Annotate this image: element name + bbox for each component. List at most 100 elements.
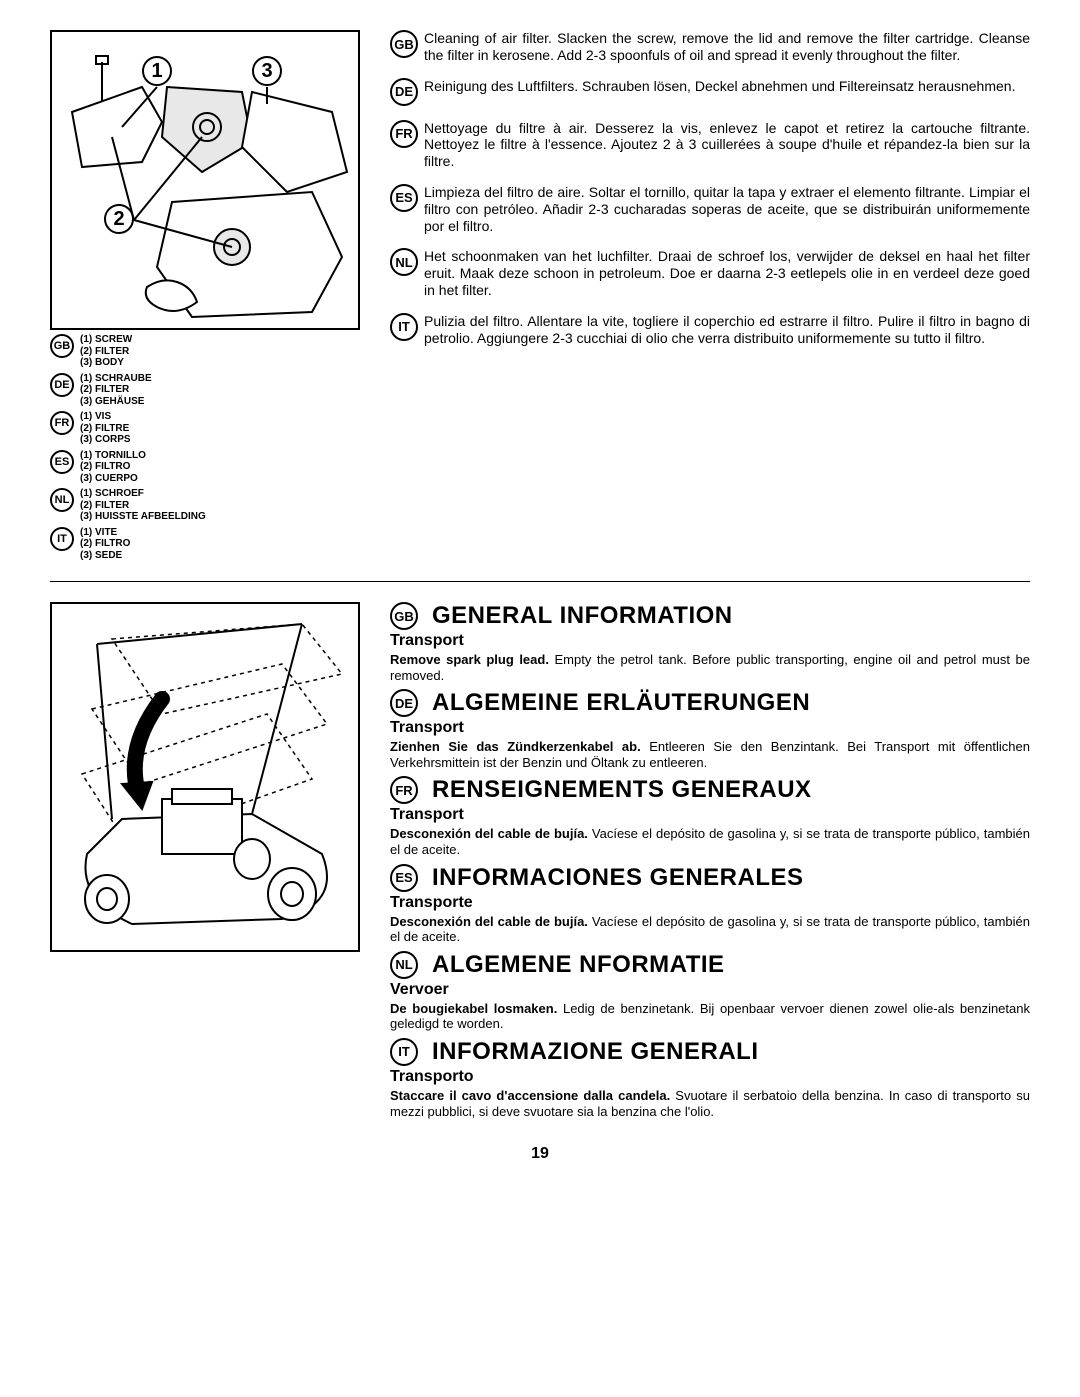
- legend-nl: NL (1) SCHROEF (2) FILTER (3) HUISSTE AF…: [50, 488, 370, 523]
- lang-badge-gb: GB: [50, 334, 74, 358]
- lang-badge-es: ES: [390, 864, 418, 892]
- lang-badge-fr: FR: [50, 411, 74, 435]
- legend-item: (1) VIS: [80, 411, 131, 423]
- legend-item: (3) CUERPO: [80, 473, 146, 485]
- para-it-text: Pulizia del filtro. Allentare la vite, t…: [424, 313, 1030, 347]
- lang-badge-gb: GB: [390, 602, 418, 630]
- left-column: 1 3 2: [50, 30, 370, 561]
- legend-item: (3) BODY: [80, 357, 132, 369]
- legend-item: (3) GEHÄUSE: [80, 396, 152, 408]
- left-column-2: [50, 602, 370, 1125]
- lang-badge-gb: GB: [390, 30, 418, 58]
- info-de-title: ALGEMEINE ERLÄUTERUNGEN: [432, 689, 810, 717]
- legend-item: (1) SCREW: [80, 334, 132, 346]
- lang-badge-de: DE: [390, 78, 418, 106]
- legend-item: (3) CORPS: [80, 434, 131, 446]
- info-it-title: INFORMAZIONE GENERALI: [432, 1038, 759, 1066]
- info-it-sub: Transporto: [390, 1068, 1030, 1086]
- para-es: ES Limpieza del filtro de aire. Soltar e…: [390, 184, 1030, 234]
- info-gb-sub: Transport: [390, 632, 1030, 650]
- legend-item: (2) FILTRO: [80, 538, 130, 550]
- info-es-body: Desconexión del cable de bujía. Vacíese …: [390, 914, 1030, 945]
- legend-gb-items: (1) SCREW (2) FILTER (3) BODY: [80, 334, 132, 369]
- para-de: DE Reinigung des Luftfilters. Schrauben …: [390, 78, 1030, 106]
- para-it: IT Pulizia del filtro. Allentare la vite…: [390, 313, 1030, 347]
- info-es-sub: Transporte: [390, 894, 1030, 912]
- section-divider: [50, 581, 1030, 582]
- lang-badge-de: DE: [50, 373, 74, 397]
- lang-badge-fr: FR: [390, 120, 418, 148]
- lang-badge-nl: NL: [50, 488, 74, 512]
- lang-badge-nl: NL: [390, 248, 418, 276]
- info-fr-bold: Desconexión del cable de bujía.: [390, 826, 588, 841]
- legend-item: (3) SEDE: [80, 550, 130, 562]
- legend-de: DE (1) SCHRAUBE (2) FILTER (3) GEHÄUSE: [50, 373, 370, 408]
- lang-badge-it: IT: [50, 527, 74, 551]
- legend-item: (1) SCHROEF: [80, 488, 206, 500]
- para-fr-text: Nettoyage du filtre à air. Desserez la v…: [424, 120, 1030, 170]
- lang-badge-nl: NL: [390, 951, 418, 979]
- legend-it: IT (1) VITE (2) FILTRO (3) SEDE: [50, 527, 370, 562]
- lang-badge-es: ES: [50, 450, 74, 474]
- legend-it-items: (1) VITE (2) FILTRO (3) SEDE: [80, 527, 130, 562]
- filter-cleaning-section: 1 3 2: [50, 30, 1030, 561]
- info-gb: GB GENERAL INFORMATION Transport Remove …: [390, 602, 1030, 683]
- info-gb-body: Remove spark plug lead. Empty the petrol…: [390, 652, 1030, 683]
- legend-nl-items: (1) SCHROEF (2) FILTER (3) HUISSTE AFBEE…: [80, 488, 206, 523]
- filter-sketch-icon: [52, 32, 362, 332]
- info-de-body: Zienhen Sie das Zündkerzenkabel ab. Entl…: [390, 739, 1030, 770]
- legend-item: (2) FILTER: [80, 384, 152, 396]
- lang-badge-it: IT: [390, 313, 418, 341]
- para-es-text: Limpieza del filtro de aire. Soltar el t…: [424, 184, 1030, 234]
- info-gb-bold: Remove spark plug lead.: [390, 652, 549, 667]
- legend-fr-items: (1) VIS (2) FILTRE (3) CORPS: [80, 411, 131, 446]
- legend-item: (2) FILTRO: [80, 461, 146, 473]
- general-info-section: GB GENERAL INFORMATION Transport Remove …: [50, 602, 1030, 1125]
- air-filter-diagram: 1 3 2: [50, 30, 360, 330]
- legend-item: (2) FILTER: [80, 346, 132, 358]
- info-it-body: Staccare il cavo d'accensione dalla cand…: [390, 1088, 1030, 1119]
- mower-fold-diagram: [50, 602, 360, 952]
- legend-gb: GB (1) SCREW (2) FILTER (3) BODY: [50, 334, 370, 369]
- legend-item: (2) FILTRE: [80, 423, 131, 435]
- legend-item: (1) SCHRAUBE: [80, 373, 152, 385]
- info-nl-bold: De bougiekabel losmaken.: [390, 1001, 557, 1016]
- callout-3: 3: [252, 56, 282, 86]
- right-column: GB Cleaning of air filter. Slacken the s…: [390, 30, 1030, 561]
- info-nl-body: De bougiekabel losmaken. Ledig de benzin…: [390, 1001, 1030, 1032]
- para-gb-text: Cleaning of air filter. Slacken the scre…: [424, 30, 1030, 64]
- legend-fr: FR (1) VIS (2) FILTRE (3) CORPS: [50, 411, 370, 446]
- para-nl-text: Het schoonmaken van het luchfilter. Draa…: [424, 248, 1030, 298]
- callout-1: 1: [142, 56, 172, 86]
- legend-item: (3) HUISSTE AFBEELDING: [80, 511, 206, 523]
- lang-badge-es: ES: [390, 184, 418, 212]
- info-fr: FR RENSEIGNEMENTS GENERAUX Transport Des…: [390, 776, 1030, 857]
- legend-es: ES (1) TORNILLO (2) FILTRO (3) CUERPO: [50, 450, 370, 485]
- lang-badge-it: IT: [390, 1038, 418, 1066]
- info-fr-title: RENSEIGNEMENTS GENERAUX: [432, 776, 812, 804]
- info-fr-sub: Transport: [390, 806, 1030, 824]
- mower-sketch-icon: [52, 604, 362, 954]
- info-it-bold: Staccare il cavo d'accensione dalla cand…: [390, 1088, 670, 1103]
- info-nl-title: ALGEMENE NFORMATIE: [432, 951, 725, 979]
- para-de-text: Reinigung des Luftfilters. Schrauben lös…: [424, 78, 1015, 95]
- info-nl-sub: Vervoer: [390, 981, 1030, 999]
- info-nl: NL ALGEMENE NFORMATIE Vervoer De bougiek…: [390, 951, 1030, 1032]
- legend-de-items: (1) SCHRAUBE (2) FILTER (3) GEHÄUSE: [80, 373, 152, 408]
- lang-badge-de: DE: [390, 689, 418, 717]
- info-gb-title: GENERAL INFORMATION: [432, 602, 733, 630]
- page-number: 19: [50, 1145, 1030, 1163]
- para-gb: GB Cleaning of air filter. Slacken the s…: [390, 30, 1030, 64]
- info-de-bold: Zienhen Sie das Zündkerzenkabel ab.: [390, 739, 641, 754]
- info-de: DE ALGEMEINE ERLÄUTERUNGEN Transport Zie…: [390, 689, 1030, 770]
- lang-badge-fr: FR: [390, 776, 418, 804]
- right-column-2: GB GENERAL INFORMATION Transport Remove …: [390, 602, 1030, 1125]
- info-de-sub: Transport: [390, 719, 1030, 737]
- legend-item: (2) FILTER: [80, 500, 206, 512]
- legend-item: (1) VITE: [80, 527, 130, 539]
- info-fr-body: Desconexión del cable de bujía. Vacíese …: [390, 826, 1030, 857]
- legend-item: (1) TORNILLO: [80, 450, 146, 462]
- info-es: ES INFORMACIONES GENERALES Transporte De…: [390, 864, 1030, 945]
- info-es-title: INFORMACIONES GENERALES: [432, 864, 804, 892]
- callout-2: 2: [104, 204, 134, 234]
